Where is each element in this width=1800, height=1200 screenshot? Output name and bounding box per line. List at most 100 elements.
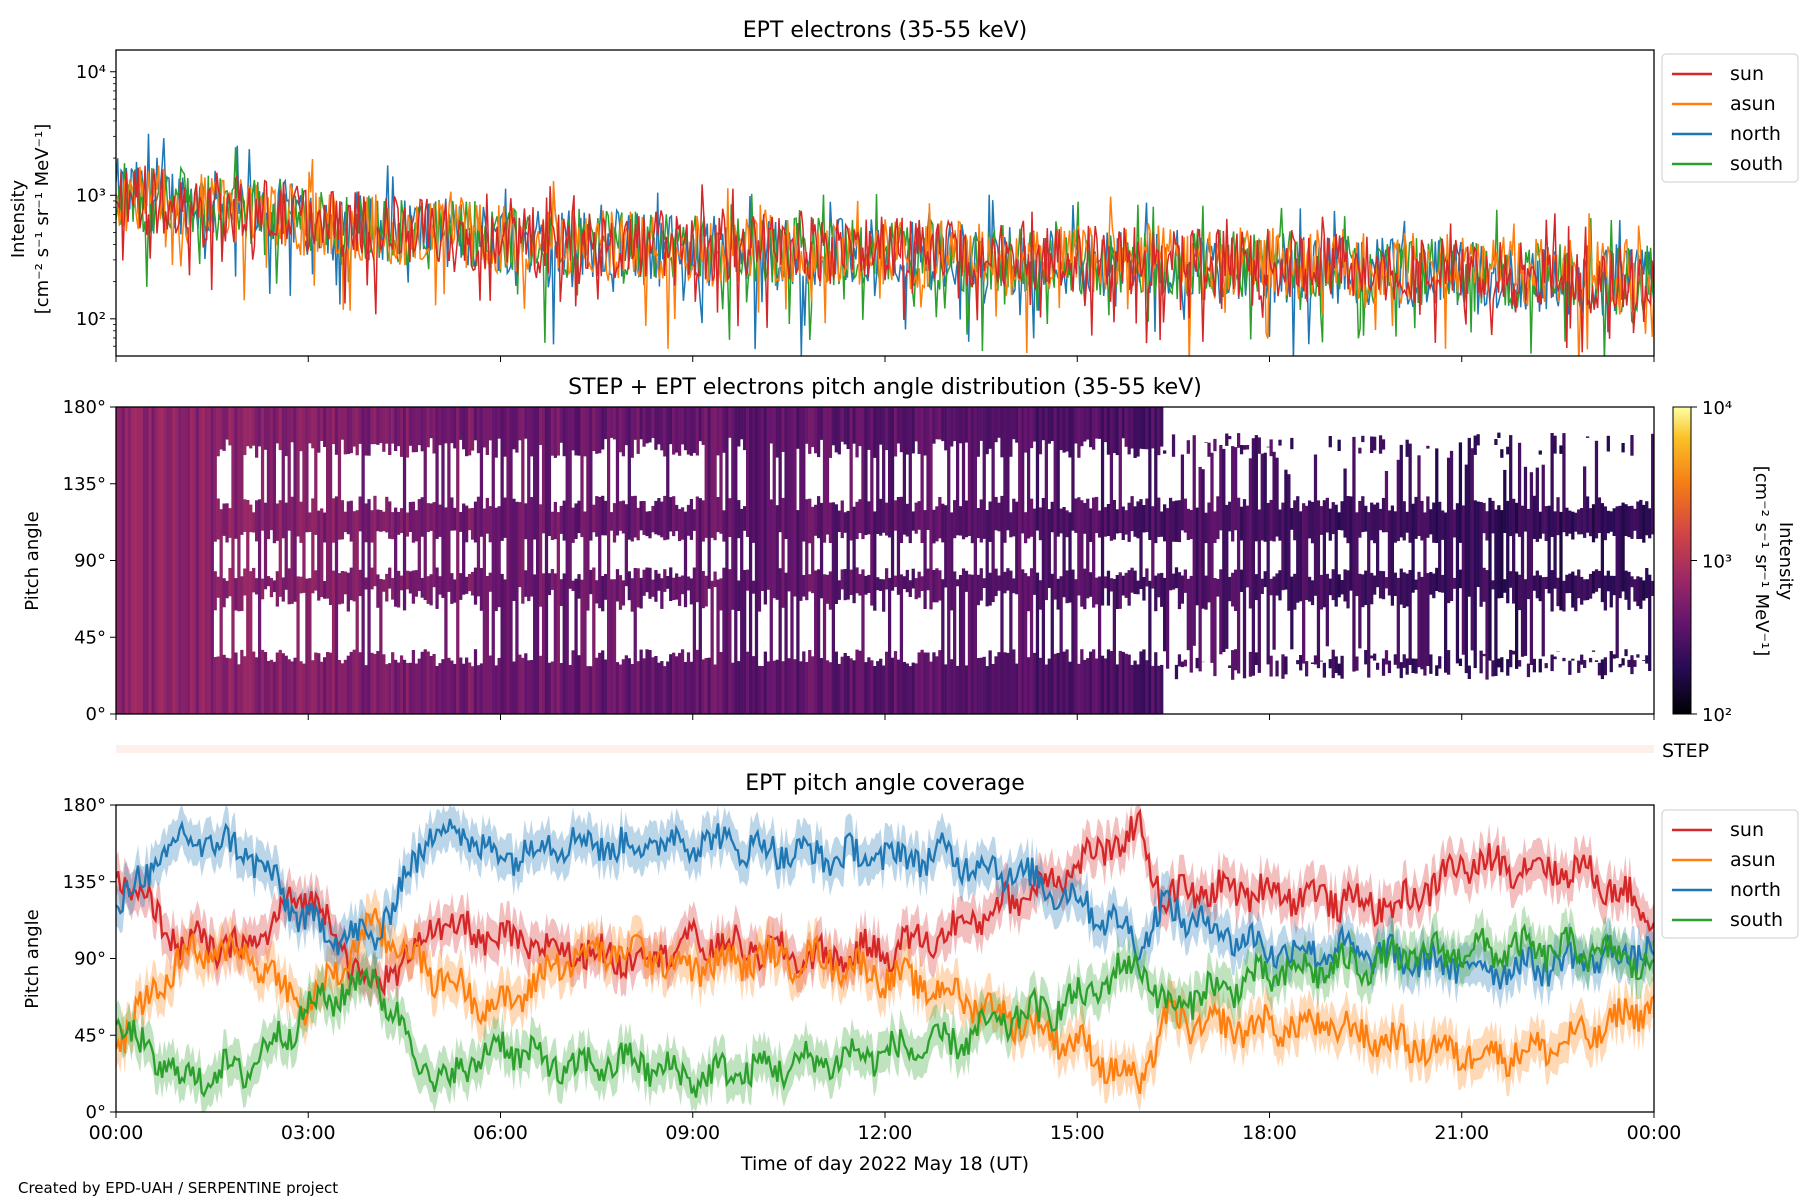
heatmap-cell: [488, 655, 492, 714]
heatmap-cell: [763, 651, 767, 714]
heatmap-cell: [1026, 576, 1031, 612]
heatmap-cell: [621, 407, 626, 457]
heatmap-cell: [340, 663, 345, 714]
panel3-y-ticks: 0° 45° 90° 135° 180°: [63, 795, 116, 1123]
heatmap-cell: [1307, 500, 1312, 539]
heatmap-cell: [1154, 575, 1158, 612]
heatmap-cell: [654, 500, 658, 535]
heatmap-cell: [260, 578, 265, 600]
heatmap-cell: [503, 407, 507, 457]
heatmap-cell: [379, 407, 383, 444]
heatmap-cell: [382, 511, 386, 532]
heatmap-cell: [970, 407, 975, 544]
heatmap-cell: [358, 496, 362, 532]
panel1-legend[interactable]: sun asun north south: [1661, 53, 1799, 183]
heatmap-cell: [1500, 657, 1504, 673]
heatmap-cell: [1417, 571, 1421, 668]
heatmap-cell: [396, 570, 401, 608]
heatmap-cell: [1553, 435, 1557, 454]
heatmap-cell: [624, 407, 628, 446]
heatmap-cell: [1402, 654, 1406, 668]
heatmap-cell: [1597, 497, 1602, 533]
panel3-legend[interactable]: sun asun north south: [1661, 809, 1799, 939]
colorbar-label: Intensity [cm⁻² s⁻¹ sr⁻¹ MeV⁻¹]: [1751, 466, 1796, 657]
heatmap-cell: [429, 574, 433, 606]
heatmap-cell: [559, 505, 563, 534]
heatmap-cell: [677, 576, 682, 606]
heatmap-cell: [340, 500, 345, 540]
heatmap-cell: [781, 407, 785, 452]
heatmap-cell: [195, 407, 200, 714]
heatmap-cell: [574, 407, 578, 456]
heatmap-cell: [722, 567, 726, 714]
heatmap-cell: [1446, 457, 1451, 604]
heatmap-cell: [216, 576, 220, 598]
heatmap-cell: [278, 500, 282, 597]
heatmap-cell: [485, 576, 489, 714]
heatmap-cell: [701, 407, 705, 445]
heatmap-cell: [1106, 649, 1111, 714]
heatmap-cell: [660, 578, 664, 609]
heatmap-cell: [349, 567, 353, 601]
heatmap-cell: [184, 407, 188, 714]
heatmap-cell: [198, 407, 203, 714]
heatmap-cell: [1621, 443, 1625, 453]
heatmap-cell: [698, 407, 702, 442]
heatmap-cell: [1095, 407, 1099, 439]
heatmap-cell: [1183, 569, 1187, 593]
heatmap-cell: [1278, 570, 1282, 601]
heatmap-cell: [275, 503, 279, 541]
heatmap-cell: [1195, 507, 1199, 606]
heatmap-cell: [843, 653, 847, 714]
heatmap-cell: [284, 502, 288, 590]
heatmap-cell: [290, 496, 294, 604]
heatmap-cell: [1500, 510, 1504, 598]
panel3-xtick-label: 09:00: [665, 1122, 720, 1144]
heatmap-cell: [1024, 512, 1028, 544]
heatmap-cell: [592, 504, 596, 533]
heatmap-cell: [1254, 652, 1258, 665]
heatmap-cell: [1174, 500, 1179, 542]
heatmap-cell: [624, 655, 628, 714]
heatmap-cell: [953, 500, 957, 539]
heatmap-cell: [364, 407, 368, 456]
heatmap-cell: [361, 407, 365, 714]
heatmap-cell: [465, 505, 469, 543]
heatmap-cell: [181, 407, 185, 714]
heatmap-cell: [494, 507, 498, 612]
heatmap-cell: [1032, 407, 1037, 442]
heatmap-cell: [1384, 577, 1389, 589]
heatmap-cell: [893, 500, 898, 531]
heatmap-cell: [243, 656, 247, 714]
heatmap-cell: [1151, 665, 1155, 714]
heatmap-cell: [470, 571, 475, 596]
heatmap-cell: [935, 506, 939, 542]
heatmap-cell: [932, 509, 936, 544]
heatmap-cell: [370, 510, 374, 543]
heatmap-cell: [497, 407, 501, 439]
heatmap-cell: [1381, 498, 1386, 533]
heatmap-cell: [695, 496, 699, 603]
heatmap-cell: [1399, 568, 1403, 605]
heatmap-cell: [713, 407, 717, 541]
heatmap-cell: [476, 496, 481, 597]
panel2-ytick-label: 0°: [86, 704, 106, 725]
heatmap-cell: [465, 657, 469, 714]
heatmap-cell: [317, 510, 321, 601]
heatmap-cell: [530, 497, 534, 597]
heatmap-cell: [1056, 652, 1060, 714]
heatmap-cell: [1263, 452, 1267, 542]
panel-pitch-angle-coverage: EPT pitch angle coverage 0° 45° 90° 135° 180…: [22, 771, 1799, 1175]
heatmap-cell: [1290, 576, 1294, 650]
heatmap-cell: [1281, 502, 1285, 591]
heatmap-cell: [1092, 407, 1096, 450]
heatmap-cell: [1603, 575, 1607, 611]
heatmap-cell: [917, 407, 921, 454]
heatmap-cell: [1151, 407, 1155, 449]
panel3-title: EPT pitch angle coverage: [745, 771, 1025, 796]
heatmap-cell: [355, 510, 359, 714]
heatmap-cell: [669, 407, 673, 445]
heatmap-cell: [512, 498, 516, 601]
heatmap-cell: [533, 574, 537, 714]
heatmap-cell: [1071, 407, 1075, 531]
